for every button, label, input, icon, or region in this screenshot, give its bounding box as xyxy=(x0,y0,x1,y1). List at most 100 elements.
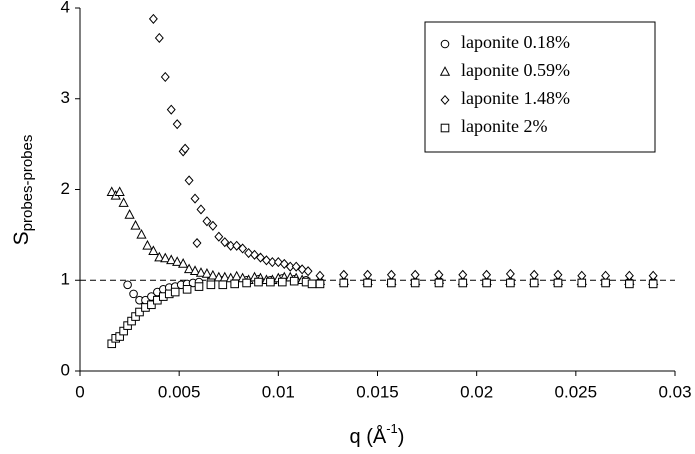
marker xyxy=(118,197,129,207)
marker xyxy=(129,289,138,299)
marker xyxy=(172,256,183,266)
marker xyxy=(256,252,265,263)
marker xyxy=(291,261,301,272)
marker xyxy=(285,261,295,272)
y-tick-label: 4 xyxy=(61,0,70,16)
marker xyxy=(505,268,515,279)
x-axis-label: q (Å-1) xyxy=(350,421,405,448)
y-tick-label: 0 xyxy=(61,360,70,379)
legend-marker xyxy=(440,39,450,49)
marker xyxy=(482,269,492,280)
marker xyxy=(261,255,271,266)
marker xyxy=(166,104,176,115)
marker xyxy=(244,247,254,259)
marker xyxy=(482,278,491,288)
x-tick-label: 0.01 xyxy=(262,382,295,401)
legend-marker xyxy=(439,66,451,76)
marker xyxy=(154,251,165,262)
y-tick-label: 3 xyxy=(61,88,70,107)
marker xyxy=(214,231,224,242)
marker xyxy=(154,32,164,44)
marker xyxy=(238,243,248,254)
marker xyxy=(266,277,275,287)
marker xyxy=(189,265,201,275)
y-tick-label: 2 xyxy=(61,179,70,198)
marker xyxy=(553,278,563,288)
marker xyxy=(192,237,202,249)
marker xyxy=(124,209,135,219)
marker xyxy=(250,249,260,260)
marker xyxy=(458,278,468,288)
marker xyxy=(206,280,216,290)
marker xyxy=(208,220,218,231)
series xyxy=(106,186,659,286)
marker xyxy=(202,216,212,227)
series xyxy=(107,276,658,349)
marker xyxy=(303,266,313,277)
marker xyxy=(182,285,192,294)
x-axis-label-main: q (Å xyxy=(350,425,387,448)
marker xyxy=(142,239,153,250)
x-axis-label-sup: -1 xyxy=(386,421,398,436)
marker xyxy=(123,280,132,290)
marker xyxy=(170,287,180,297)
marker xyxy=(363,278,372,288)
y-axis-label-main: S xyxy=(10,231,33,245)
marker xyxy=(553,269,563,280)
marker xyxy=(242,278,251,288)
marker xyxy=(180,143,190,154)
x-tick-label: 0.025 xyxy=(555,382,598,401)
marker xyxy=(230,279,239,289)
marker xyxy=(529,278,539,288)
legend-marker xyxy=(440,123,450,133)
marker xyxy=(207,269,219,280)
marker xyxy=(279,258,289,269)
marker xyxy=(136,229,147,239)
marker xyxy=(160,252,171,263)
marker xyxy=(625,279,634,289)
marker xyxy=(147,300,156,310)
marker xyxy=(148,245,159,256)
marker xyxy=(363,269,373,280)
marker xyxy=(226,240,236,251)
marker xyxy=(386,269,396,280)
legend-label: laponite 0.59% xyxy=(461,60,570,80)
marker xyxy=(254,277,263,287)
marker xyxy=(506,278,515,288)
x-tick-label: 0.015 xyxy=(356,382,399,401)
marker xyxy=(184,175,194,186)
marker xyxy=(278,277,287,287)
marker xyxy=(434,278,444,288)
marker xyxy=(172,119,182,130)
marker xyxy=(201,268,213,278)
marker xyxy=(267,257,277,268)
marker xyxy=(183,263,195,274)
marker xyxy=(410,269,420,280)
marker xyxy=(196,204,206,215)
marker xyxy=(297,264,307,275)
y-tick-label: 1 xyxy=(61,270,70,289)
legend-box xyxy=(424,21,656,153)
legend-marker xyxy=(440,94,450,106)
marker xyxy=(135,307,144,317)
y-axis-label: Sprobes-probes xyxy=(10,135,36,246)
marker xyxy=(114,186,125,197)
marker xyxy=(601,278,610,288)
marker xyxy=(339,278,349,288)
marker xyxy=(410,278,420,288)
marker xyxy=(339,269,349,280)
marker xyxy=(190,193,200,204)
x-axis-label-end: ) xyxy=(398,426,405,448)
marker xyxy=(648,279,658,289)
marker xyxy=(220,237,230,248)
marker xyxy=(387,278,396,288)
legend: laponite 0.18% laponite 0.59% laponite 1.4… xyxy=(424,21,656,153)
marker xyxy=(178,258,189,268)
marker xyxy=(166,254,177,265)
marker xyxy=(315,279,325,289)
y-axis-label-sub: probes-probes xyxy=(19,135,36,232)
x-tick-label: 0.03 xyxy=(658,382,691,401)
x-tick-label: 0.02 xyxy=(460,382,493,401)
marker xyxy=(148,13,158,24)
